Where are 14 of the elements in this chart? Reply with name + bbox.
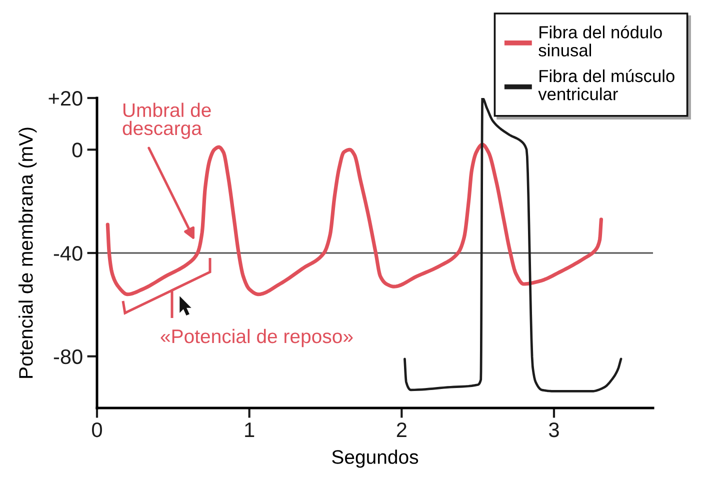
y-tick-label: 0 bbox=[72, 142, 82, 158]
legend-label: Fibra del nódulo sinusal bbox=[538, 25, 662, 56]
x-tick-label: 0 bbox=[92, 422, 102, 438]
y-tick-label: +20 bbox=[48, 91, 82, 106]
y-tick-label: -80 bbox=[54, 349, 82, 364]
y-tick-label: -40 bbox=[54, 246, 82, 261]
y-axis-title: Potencial de membrana (mV) bbox=[18, 128, 37, 378]
x-tick-label: 3 bbox=[548, 422, 559, 438]
x-tick-label: 2 bbox=[396, 422, 406, 437]
x-axis-title: Segundos bbox=[332, 450, 418, 468]
legend-label: Fibra del músculo ventricular bbox=[538, 69, 674, 100]
annotation: Umbral de descarga bbox=[122, 102, 211, 139]
annotation: «Potencial de reposo» bbox=[160, 328, 353, 348]
x-tick-label: 1 bbox=[245, 422, 254, 437]
